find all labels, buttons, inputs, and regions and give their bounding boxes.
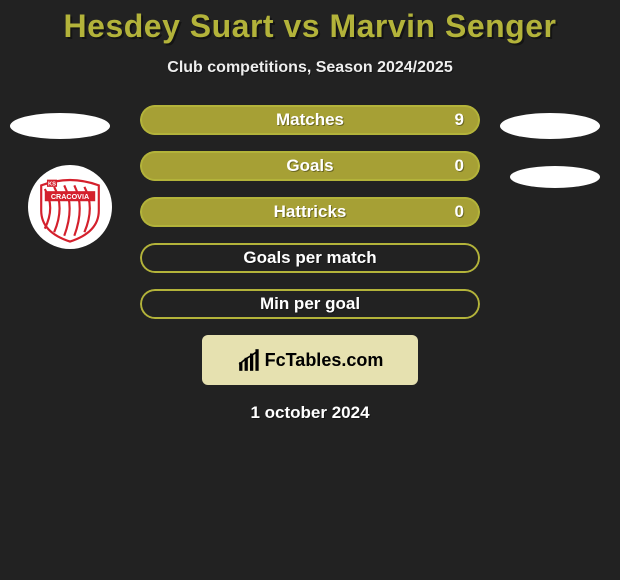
stat-bar: Min per goal <box>140 289 480 319</box>
brand-box: FcTables.com <box>202 335 418 385</box>
date-line: 1 october 2024 <box>0 403 620 423</box>
brand-text: FcTables.com <box>265 350 384 371</box>
placeholder-ellipse-right-top <box>500 113 600 139</box>
svg-text:CRACOVIA: CRACOVIA <box>51 192 89 201</box>
svg-text:KS: KS <box>48 181 56 187</box>
stat-bar: Matches9 <box>140 105 480 135</box>
bar-value: 9 <box>455 110 464 130</box>
club-badge: CRACOVIA KS <box>28 165 112 249</box>
subtitle: Club competitions, Season 2024/2025 <box>0 59 620 77</box>
bar-value: 0 <box>455 202 464 222</box>
placeholder-ellipse-right-mid <box>510 166 600 188</box>
cracovia-crest-icon: CRACOVIA KS <box>34 171 106 243</box>
chart-area: CRACOVIA KS Matches9Goals0Hattricks0Goal… <box>0 105 620 423</box>
bar-value: 0 <box>455 156 464 176</box>
stat-bar: Goals0 <box>140 151 480 181</box>
stat-bar: Goals per match <box>140 243 480 273</box>
bar-label: Goals <box>140 156 480 176</box>
bar-label: Hattricks <box>140 202 480 222</box>
bar-label: Min per goal <box>140 294 480 314</box>
stat-bar: Hattricks0 <box>140 197 480 227</box>
placeholder-ellipse-left <box>10 113 110 139</box>
bars-logo-icon <box>237 347 263 373</box>
page-title: Hesdey Suart vs Marvin Senger <box>0 0 620 45</box>
bars-container: Matches9Goals0Hattricks0Goals per matchM… <box>140 105 480 319</box>
bar-label: Goals per match <box>140 248 480 268</box>
bar-label: Matches <box>140 110 480 130</box>
